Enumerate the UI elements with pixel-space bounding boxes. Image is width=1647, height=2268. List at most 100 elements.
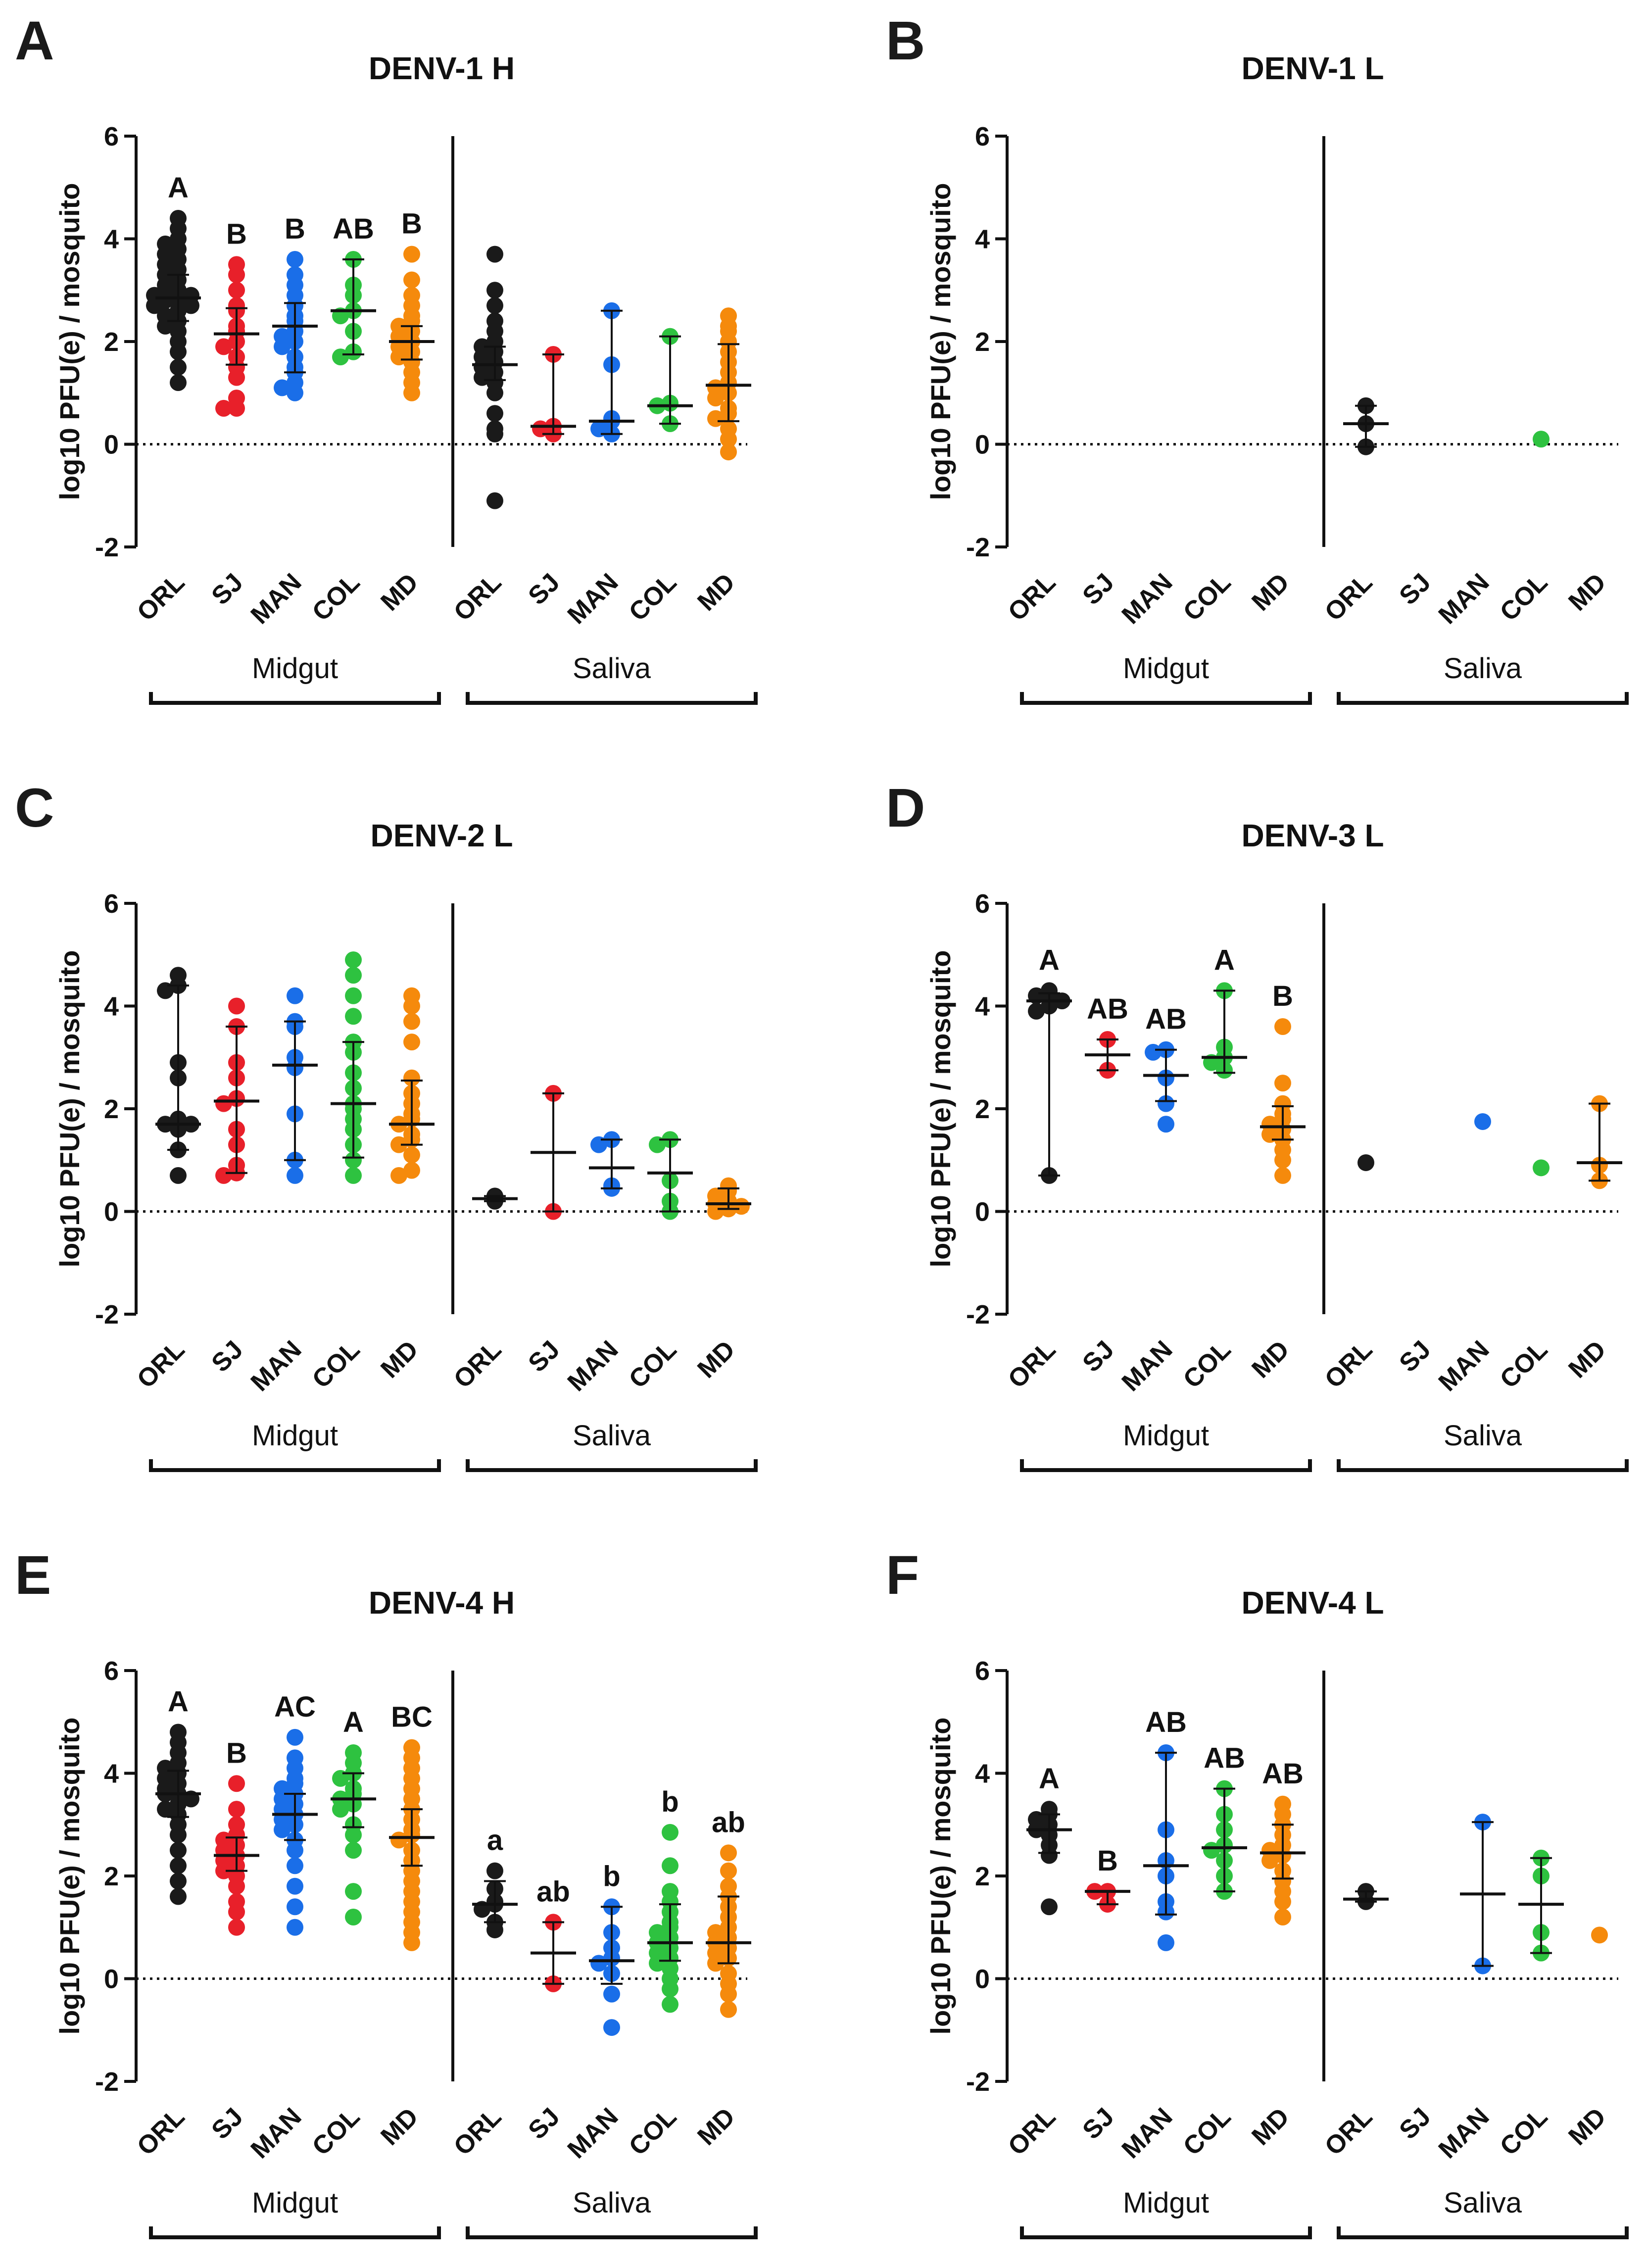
category-label: MD xyxy=(1563,2102,1611,2151)
category-label: ORL xyxy=(132,2102,191,2161)
significance-label: B xyxy=(1272,980,1293,1012)
data-point xyxy=(1028,1002,1045,1020)
data-point xyxy=(170,1857,187,1874)
y-tick-label: -2 xyxy=(95,533,119,562)
group-label: Midgut xyxy=(252,1420,338,1452)
data-point xyxy=(1591,1926,1608,1944)
y-tick-label: 4 xyxy=(975,1759,990,1789)
significance-label: a xyxy=(487,1824,503,1857)
significance-label: A xyxy=(1039,944,1060,976)
y-tick-label: 2 xyxy=(104,1862,119,1891)
category-label: COL xyxy=(307,1335,366,1394)
data-point xyxy=(146,297,163,314)
data-point xyxy=(287,384,303,401)
significance-label: B xyxy=(226,1737,247,1769)
data-point xyxy=(662,1996,678,2013)
significance-label: A xyxy=(1214,944,1235,976)
data-point xyxy=(486,425,503,443)
category-label: MD xyxy=(1246,2102,1295,2151)
data-point xyxy=(733,1198,750,1215)
data-point xyxy=(228,997,245,1015)
category-label: ORL xyxy=(1003,1335,1062,1394)
category-label: ORL xyxy=(1319,568,1378,627)
data-point xyxy=(287,1898,303,1916)
data-point xyxy=(228,282,245,299)
y-tick-label: 6 xyxy=(975,122,990,151)
group-bracket xyxy=(1337,2226,1629,2239)
panel-a: A DENV-1 H 6 4 2 0 -2 log10 PFU(e) / mosquito OR… xyxy=(15,10,758,705)
data-point xyxy=(170,374,187,391)
category-label: ORL xyxy=(1319,2102,1378,2161)
category-label: ORL xyxy=(1003,568,1062,627)
data-point xyxy=(662,1824,678,1841)
data-point xyxy=(345,1909,362,1925)
panel-title: DENV-4 L xyxy=(1241,1585,1384,1621)
panel-title: DENV-1 L xyxy=(1241,50,1384,86)
data-point xyxy=(274,379,291,396)
y-axis-label: log10 PFU(e) / mosquito xyxy=(54,1718,85,2035)
data-point xyxy=(390,1831,407,1849)
data-point xyxy=(345,1167,362,1184)
group-bracket xyxy=(1020,2226,1312,2239)
data-point xyxy=(403,271,420,289)
panel-letter: C xyxy=(15,778,54,838)
data-point xyxy=(649,1955,666,1972)
panel-b: B DENV-1 L 6 4 2 0 -2 log10 PFU(e) / mosquito OR… xyxy=(886,10,1629,705)
category-label: ORL xyxy=(132,568,191,627)
data-point xyxy=(403,1146,420,1164)
data-point xyxy=(215,1095,232,1112)
data-point xyxy=(228,266,245,284)
y-tick-label: 4 xyxy=(104,225,119,254)
data-point xyxy=(1041,1847,1058,1864)
data-point xyxy=(403,1162,420,1179)
data-point xyxy=(590,1955,607,1972)
category-label: COL xyxy=(1495,568,1553,627)
data-point xyxy=(390,348,407,366)
data-point xyxy=(170,1826,187,1843)
category-label: MAN xyxy=(1433,2102,1495,2164)
category-label: SJ xyxy=(523,2102,565,2145)
data-point xyxy=(486,1862,503,1879)
data-point xyxy=(228,399,245,417)
data-point xyxy=(287,1728,303,1746)
significance-label: ab xyxy=(536,1875,570,1908)
category-label: MAN xyxy=(1116,1335,1178,1397)
significance-label: A xyxy=(1039,1763,1060,1795)
category-label: MD xyxy=(1563,568,1611,616)
category-label: SJ xyxy=(206,2102,248,2145)
category-label: SJ xyxy=(206,1335,248,1378)
category-label: COL xyxy=(624,568,682,627)
panel-letter: B xyxy=(886,10,925,71)
data-point xyxy=(215,1862,232,1879)
panel-e: E DENV-4 H 6 4 2 0 -2 log10 PFU(e) / mosquito OR… xyxy=(15,1545,758,2239)
data-point xyxy=(1158,1095,1174,1112)
category-label: MAN xyxy=(1116,2102,1178,2164)
category-label: ORL xyxy=(448,2102,507,2161)
category-label: MAN xyxy=(245,1335,307,1397)
data-point xyxy=(170,1842,187,1859)
panel-title: DENV-2 L xyxy=(370,818,513,853)
category-label: COL xyxy=(307,2102,366,2161)
significance-label: AB xyxy=(1204,1742,1245,1775)
significance-label: A xyxy=(168,172,189,204)
data-point xyxy=(720,1844,737,1862)
category-label: SJ xyxy=(1077,568,1119,610)
data-point xyxy=(1261,1852,1278,1869)
data-point xyxy=(403,246,420,263)
data-point xyxy=(603,1985,620,2003)
y-tick-label: 2 xyxy=(104,1094,119,1124)
panel-title: DENV-1 H xyxy=(369,50,515,86)
y-tick-label: 2 xyxy=(975,327,990,357)
data-point xyxy=(345,1826,362,1843)
data-point xyxy=(1274,1151,1291,1169)
data-point xyxy=(1274,1018,1291,1035)
y-tick-label: 4 xyxy=(975,992,990,1022)
category-label: SJ xyxy=(1394,568,1436,610)
data-point xyxy=(403,384,420,401)
data-point xyxy=(228,1903,245,1921)
significance-label: AB xyxy=(1262,1758,1304,1790)
group-bracket xyxy=(466,692,758,705)
significance-label: AB xyxy=(1145,1003,1187,1035)
group-bracket xyxy=(1020,1459,1312,1472)
panel-title: DENV-3 L xyxy=(1241,818,1384,853)
